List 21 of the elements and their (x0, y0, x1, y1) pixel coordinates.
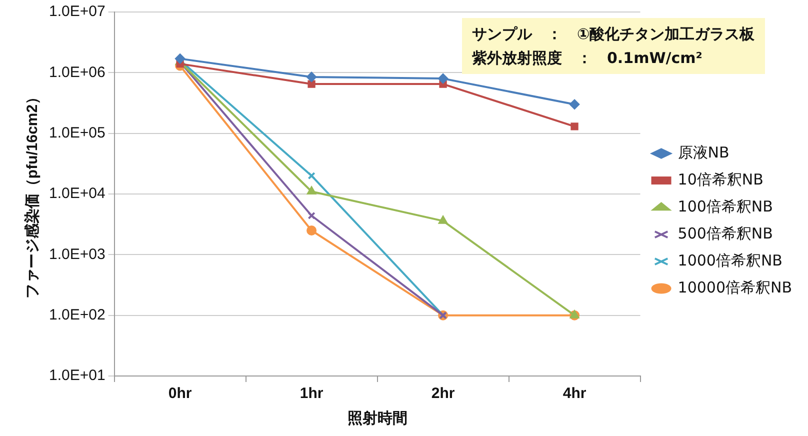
legend-label: 500倍希釈NB (678, 224, 773, 242)
y-tick-label: 1.0E+01 (48, 367, 106, 384)
annotation: サンプル ： ①酸化チタン加工ガラス板 (472, 24, 755, 45)
legend-label: 1000倍希釈NB (678, 251, 782, 270)
legend-label: 10000倍希釈NB (678, 278, 792, 296)
y-axis-title: ファージ感染価（pfu/16cm2） (23, 89, 42, 299)
legend-label: 100倍希釈NB (678, 197, 773, 216)
x-tick-label: 2hr (431, 385, 455, 402)
y-tick-label: 1.0E+07 (48, 3, 106, 20)
legend-label: 10倍希釈NB (678, 170, 764, 188)
x-tick-label: 1hr (300, 385, 324, 402)
legend-label: 原液NB (678, 143, 730, 162)
y-tick-label: 1.0E+06 (48, 64, 106, 81)
y-tick-label: 1.0E+02 (48, 306, 106, 324)
x-tick-label: 0hr (168, 385, 192, 402)
annotation: 紫外放射照度 ： 0.1mW/cm² (472, 48, 704, 69)
y-tick-label: 1.0E+05 (48, 124, 106, 142)
x-tick-label: 4hr (562, 385, 586, 402)
x-axis-title: 照射時間 (347, 410, 408, 428)
y-tick-label: 1.0E+04 (48, 185, 106, 202)
y-tick-label: 1.0E+03 (48, 246, 106, 263)
